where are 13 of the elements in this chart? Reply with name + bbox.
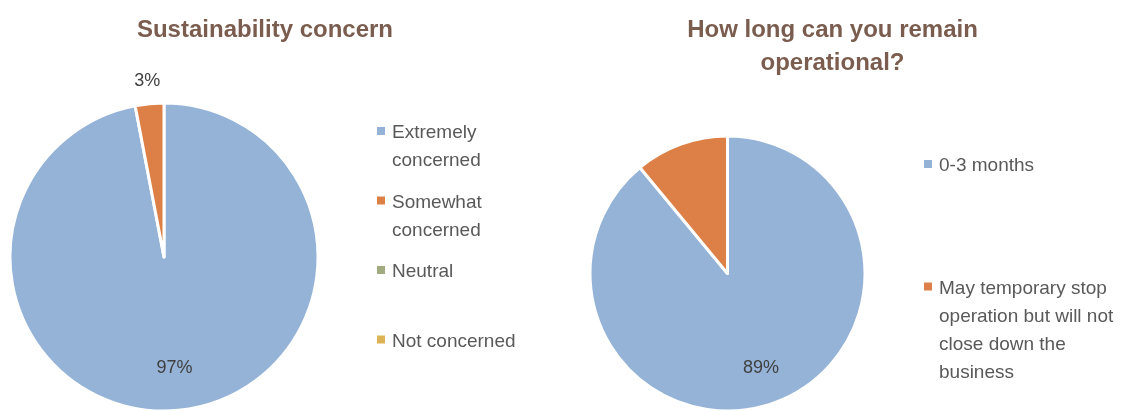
pie-slice (8, 101, 320, 411)
legend-label: Somewhat concerned (392, 190, 483, 240)
pie-slice (588, 134, 867, 411)
data-label: 97% (156, 357, 193, 378)
legend-label: 0-3 months (939, 154, 1035, 175)
legend-label: Not concerned (392, 329, 516, 351)
chart-title: How long can you remain operational? (687, 15, 978, 75)
legend-label: Neutral (392, 260, 454, 281)
data-label: 89% (743, 356, 780, 377)
legend-label: Extremely concerned (392, 121, 481, 170)
legend-label: May temporary stop operation but will not close down the business (939, 276, 1114, 382)
data-label: 3% (134, 69, 161, 90)
chart-title: Sustainability concern (136, 15, 394, 42)
